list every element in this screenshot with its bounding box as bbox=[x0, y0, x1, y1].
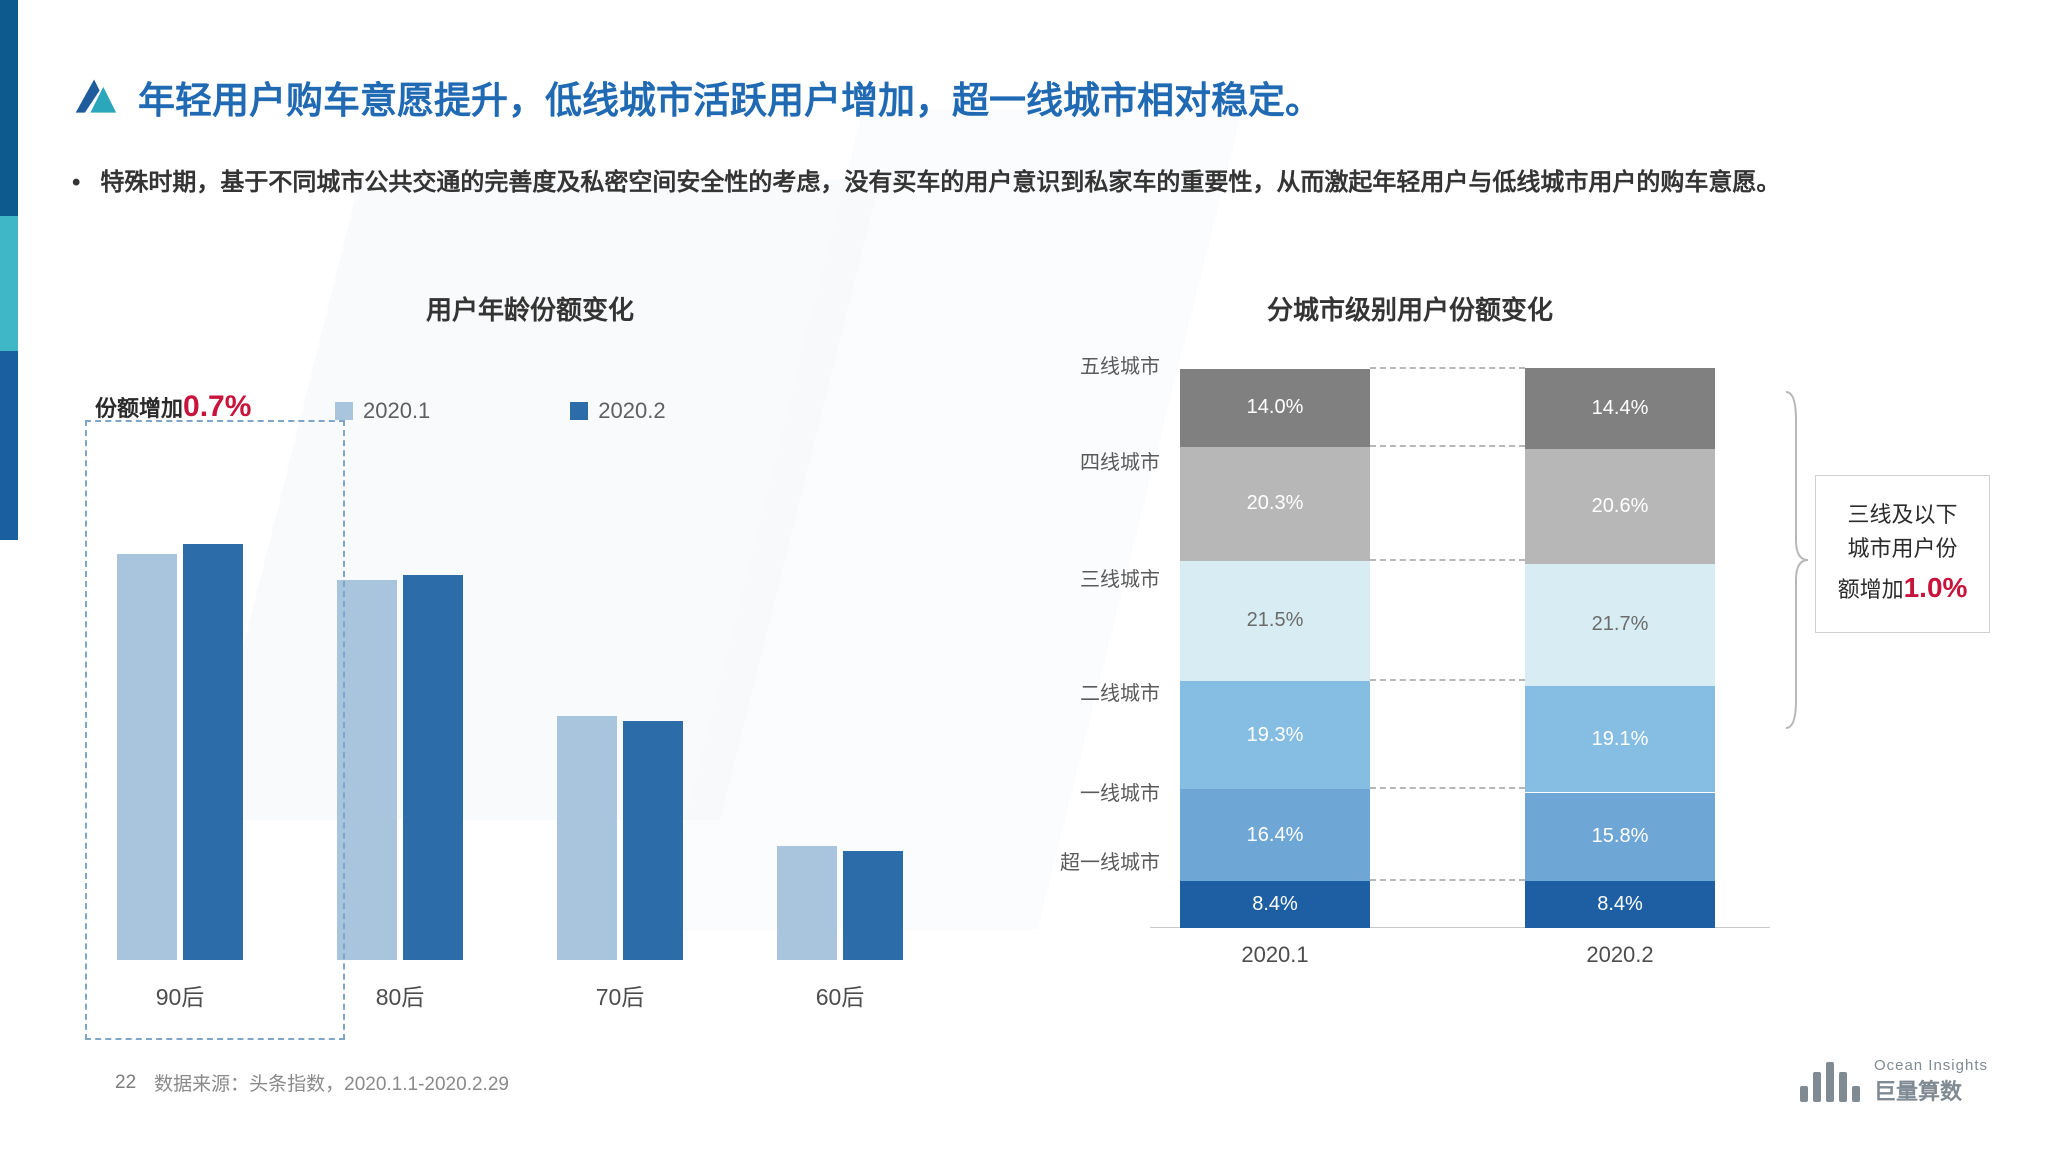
left-annotation: 份额增加0.7% bbox=[95, 390, 251, 424]
callout-line2: 城市用户份 bbox=[1834, 532, 1971, 566]
row-label: 二线城市 bbox=[1080, 677, 1160, 706]
bars-area: 90后80后70后60后 bbox=[95, 440, 965, 1000]
row-labels: 五线城市四线城市三线城市二线城市一线城市超一线城市 bbox=[1030, 370, 1160, 930]
bar-series1 bbox=[337, 580, 397, 960]
left-accent-bar bbox=[0, 0, 18, 540]
page-title: 年轻用户购车意愿提升，低线城市活跃用户增加，超一线城市相对稳定。 bbox=[138, 70, 1322, 124]
city-tier-chart: 分城市级别用户份额变化 五线城市四线城市三线城市二线城市一线城市超一线城市 8.… bbox=[1030, 290, 1790, 337]
stack-segment: 21.5% bbox=[1180, 561, 1370, 681]
bar-series1 bbox=[777, 846, 837, 960]
connector-line bbox=[1370, 679, 1525, 681]
stack-segment: 8.4% bbox=[1525, 881, 1715, 928]
annot-prefix: 份额增加 bbox=[95, 396, 183, 421]
connector-line bbox=[1370, 445, 1525, 447]
callout-line3: 额增加1.0% bbox=[1834, 566, 1971, 609]
stack-area: 五线城市四线城市三线城市二线城市一线城市超一线城市 8.4%16.4%19.3%… bbox=[1030, 370, 1790, 970]
bar-group bbox=[545, 716, 695, 960]
x-label: 60后 bbox=[765, 978, 915, 1012]
row-label: 超一线城市 bbox=[1060, 846, 1160, 875]
left-chart-title: 用户年龄份额变化 bbox=[95, 290, 965, 327]
bar-series1 bbox=[117, 554, 177, 960]
column-label: 2020.1 bbox=[1180, 942, 1370, 968]
connector-line bbox=[1370, 787, 1525, 789]
bullet-icon: • bbox=[72, 165, 80, 201]
bar-group bbox=[765, 846, 915, 960]
bar-series2 bbox=[843, 851, 903, 960]
bar-group bbox=[105, 544, 255, 960]
row-label: 一线城市 bbox=[1080, 777, 1160, 806]
x-label: 70后 bbox=[545, 978, 695, 1012]
stack-column: 8.4%15.8%19.1%21.7%20.6%14.4% bbox=[1525, 368, 1715, 928]
connector-line bbox=[1370, 367, 1525, 369]
bar-series2 bbox=[183, 544, 243, 960]
stack-segment: 15.8% bbox=[1525, 793, 1715, 881]
stack-segment: 19.3% bbox=[1180, 681, 1370, 789]
logo-mark-icon bbox=[72, 74, 118, 120]
data-source: 数据来源：头条指数，2020.1.1-2020.2.29 bbox=[154, 1069, 509, 1096]
connector-line bbox=[1370, 879, 1525, 881]
footer: 22 数据来源：头条指数，2020.1.1-2020.2.29 bbox=[115, 1069, 509, 1096]
stack-segment: 16.4% bbox=[1180, 789, 1370, 881]
page-number: 22 bbox=[115, 1072, 136, 1094]
brand-text: Ocean Insights 巨量算数 bbox=[1874, 1057, 1988, 1106]
connector-line bbox=[1370, 559, 1525, 561]
x-label: 90后 bbox=[105, 978, 255, 1012]
callout-box: 三线及以下 城市用户份 额增加1.0% bbox=[1815, 475, 1990, 633]
x-axis-labels: 90后80后70后60后 bbox=[95, 960, 965, 980]
bars-plot bbox=[95, 440, 965, 960]
legend-item: 2020.1 bbox=[335, 398, 430, 424]
stack-segment: 20.3% bbox=[1180, 447, 1370, 561]
stack-segment: 19.1% bbox=[1525, 686, 1715, 793]
column-label: 2020.2 bbox=[1525, 942, 1715, 968]
row-label: 五线城市 bbox=[1080, 350, 1160, 379]
bar-series1 bbox=[557, 716, 617, 960]
left-legend: 2020.1 2020.2 bbox=[335, 398, 666, 424]
right-chart-title: 分城市级别用户份额变化 bbox=[1030, 290, 1790, 327]
stack-column: 8.4%16.4%19.3%21.5%20.3%14.0% bbox=[1180, 368, 1370, 928]
bar-series2 bbox=[623, 721, 683, 960]
brand-en: Ocean Insights bbox=[1874, 1057, 1988, 1074]
legend-item: 2020.2 bbox=[570, 398, 665, 424]
x-label: 80后 bbox=[325, 978, 475, 1012]
brand-logo: Ocean Insights 巨量算数 bbox=[1800, 1057, 1988, 1106]
stack-segment: 14.4% bbox=[1525, 368, 1715, 449]
annot-pct: 0.7% bbox=[183, 390, 251, 423]
bar-group bbox=[325, 575, 475, 960]
age-share-chart: 用户年龄份额变化 份额增加0.7% 2020.12020.2 90后80后70后… bbox=[95, 290, 965, 337]
stack-segment: 21.7% bbox=[1525, 564, 1715, 686]
brand-cn: 巨量算数 bbox=[1874, 1074, 1988, 1106]
stack-segment: 20.6% bbox=[1525, 449, 1715, 564]
header: 年轻用户购车意愿提升，低线城市活跃用户增加，超一线城市相对稳定。 bbox=[72, 70, 1322, 124]
row-label: 四线城市 bbox=[1080, 446, 1160, 475]
brace-icon bbox=[1780, 390, 1810, 730]
brand-bars-icon bbox=[1800, 1062, 1860, 1102]
subtitle-text: 特殊时期，基于不同城市公共交通的完善度及私密空间安全性的考虑，没有买车的用户意识… bbox=[100, 165, 1780, 201]
subtitle: • 特殊时期，基于不同城市公共交通的完善度及私密空间安全性的考虑，没有买车的用户… bbox=[72, 165, 1932, 201]
stack-segment: 8.4% bbox=[1180, 881, 1370, 928]
bar-series2 bbox=[403, 575, 463, 960]
stack-segment: 14.0% bbox=[1180, 369, 1370, 447]
callout-line1: 三线及以下 bbox=[1834, 498, 1971, 532]
row-label: 三线城市 bbox=[1080, 563, 1160, 592]
